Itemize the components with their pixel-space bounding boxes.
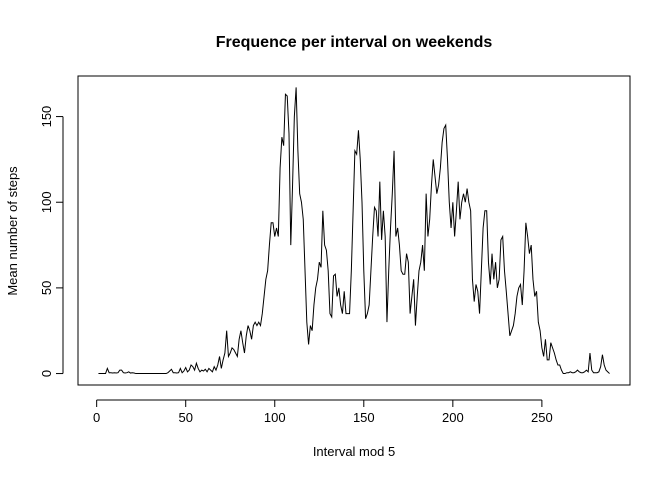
x-tick-label: 250 [531,410,553,425]
y-tick-label: 0 [39,370,54,377]
plot-frame [77,75,631,386]
y-tick-label: 150 [39,106,54,128]
x-tick-label: 50 [178,410,192,425]
y-tick-label: 100 [39,191,54,213]
y-tick-label: 50 [39,281,54,295]
x-tick-label: 200 [442,410,464,425]
data-line [98,87,610,375]
chart-title: Frequence per interval on weekends [216,34,493,51]
x-tick-label: 150 [353,410,375,425]
y-axis-label: Mean number of steps [5,166,20,296]
x-tick-label: 100 [264,410,286,425]
x-tick-label: 0 [93,410,100,425]
x-axis-label: Interval mod 5 [313,444,395,459]
